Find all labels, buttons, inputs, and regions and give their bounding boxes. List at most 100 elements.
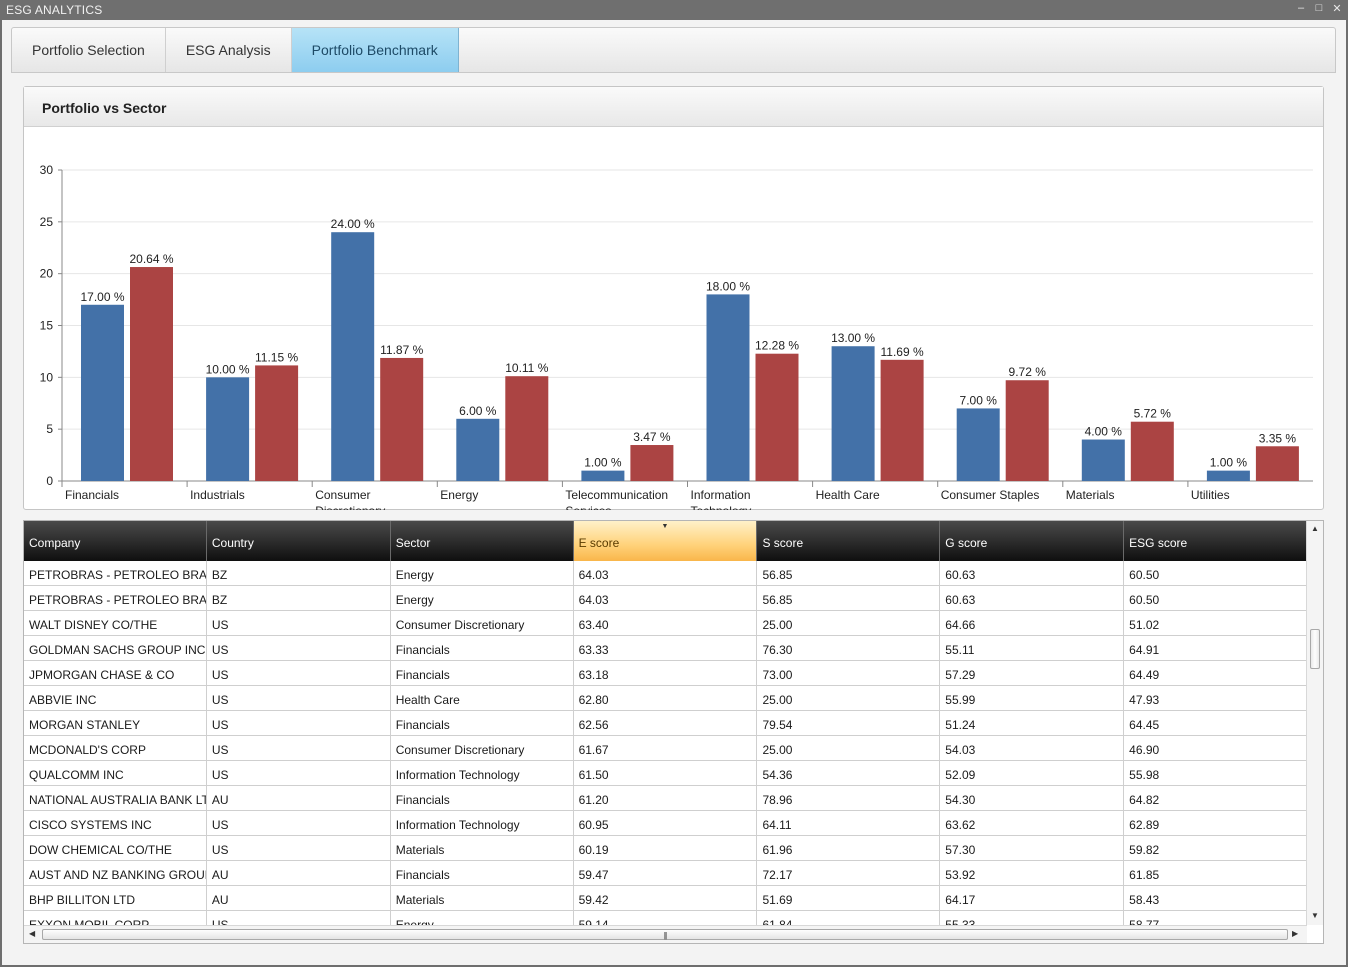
bar-data-label: 9.72 % — [1009, 365, 1047, 379]
table-row[interactable]: ABBVIE INC US Health Care 62.80 25.00 55.99 47… — [24, 686, 1307, 711]
cell-country: US — [207, 736, 391, 761]
cell-company: JPMORGAN CHASE & CO — [24, 661, 207, 686]
close-icon[interactable]: ✕ — [1332, 3, 1342, 15]
cell-country: AU — [207, 886, 391, 911]
scroll-up-icon[interactable]: ▲ — [1311, 524, 1319, 533]
cell-sector: Information Technology — [391, 761, 574, 786]
bar[interactable] — [255, 365, 299, 481]
scroll-left-icon[interactable]: ◀ — [29, 929, 36, 938]
cell-s-score: 61.96 — [757, 836, 941, 861]
bar[interactable] — [1255, 446, 1299, 481]
cell-sector: Information Technology — [391, 811, 574, 836]
column-header-g-score[interactable]: G score — [940, 521, 1125, 561]
cell-s-score: 51.69 — [757, 886, 941, 911]
table-row[interactable]: GOLDMAN SACHS GROUP INC US Financials 63.33… — [24, 636, 1307, 661]
bar[interactable] — [1081, 439, 1125, 481]
bar[interactable] — [1130, 421, 1174, 481]
table-row[interactable]: MORGAN STANLEY US Financials 62.56 79.54 51.2… — [24, 711, 1307, 736]
x-tick-label: Consumer Staples — [941, 488, 1040, 502]
bar[interactable] — [331, 232, 375, 481]
bar-data-label: 7.00 % — [960, 393, 998, 407]
bar-data-label: 11.87 % — [380, 343, 423, 357]
cell-g-score: 63.62 — [940, 811, 1125, 836]
column-header-e-score[interactable]: E score ▼ — [573, 521, 758, 561]
tab-esg-analysis[interactable]: ESG Analysis — [166, 28, 292, 72]
table-row[interactable]: QUALCOMM INC US Information Technology 61.5… — [24, 761, 1307, 786]
bar[interactable] — [956, 408, 1000, 481]
cell-sector: Financials — [391, 786, 574, 811]
scroll-right-icon[interactable]: ▶ — [1292, 929, 1299, 938]
cell-s-score: 64.11 — [757, 811, 941, 836]
table-row[interactable]: PETROBRAS - PETROLEO BRAS-PRBZEnergy64.0… — [24, 586, 1307, 611]
table-row[interactable]: BHP BILLITON LTD AU Materials 59.42 51.69 64.… — [24, 886, 1307, 911]
bar-data-label: 1.00 % — [1210, 456, 1248, 470]
table-row[interactable]: AUST AND NZ BANKING GROUP AU Financials 59.… — [24, 861, 1307, 886]
bar[interactable] — [1206, 470, 1250, 481]
column-header-esg-score[interactable]: ESG score — [1124, 521, 1308, 561]
window-controls: – □ ✕ — [1296, 2, 1342, 15]
horizontal-scroll-thumb[interactable]: ||| — [42, 929, 1288, 940]
cell-s-score: 78.96 — [757, 786, 941, 811]
cell-company: QUALCOMM INC — [24, 761, 207, 786]
column-header-sector[interactable]: Sector — [391, 521, 574, 561]
bar[interactable] — [581, 470, 625, 481]
bar[interactable] — [456, 418, 500, 481]
table-row[interactable]: PETROBRAS - PETROLEO BRAS BZ Energy 64.03 56… — [24, 561, 1307, 586]
bar[interactable] — [831, 346, 875, 481]
bar[interactable] — [630, 445, 674, 481]
bar[interactable] — [1005, 380, 1049, 481]
table-row[interactable]: CISCO SYSTEMS INC US Information Technolog… — [24, 811, 1307, 836]
maximize-icon[interactable]: □ — [1315, 2, 1323, 14]
bar[interactable] — [706, 294, 750, 481]
vertical-scrollbar[interactable]: ▲ ▼ — [1306, 521, 1323, 925]
column-header-label: Company — [29, 536, 81, 550]
cell-e-score: 62.56 — [574, 711, 758, 736]
table-row[interactable]: WALT DISNEY CO/THE US Consumer Discretiona… — [24, 611, 1307, 636]
table-row[interactable]: MCDONALD'S CORP US Consumer Discretionary 6… — [24, 736, 1307, 761]
table-row[interactable]: JPMORGAN CHASE & CO US Financials 63.18 73.0… — [24, 661, 1307, 686]
cell-country: US — [207, 661, 391, 686]
table-row[interactable]: EXXON MOBIL CORP US Energy 59.14 61.84 55.33 5… — [24, 911, 1307, 925]
bar-data-label: 6.00 % — [459, 404, 497, 418]
bar[interactable] — [81, 304, 124, 481]
cell-e-score: 61.20 — [574, 786, 758, 811]
bar-data-label: 20.64 % — [129, 252, 173, 266]
tab-portfolio-selection[interactable]: Portfolio Selection — [12, 28, 166, 72]
column-header-s-score[interactable]: S score — [757, 521, 941, 561]
cell-e-score: 63.40 — [574, 611, 758, 636]
cell-esg-score: 64.49 — [1124, 661, 1307, 686]
cell-e-score: 64.03 — [574, 561, 758, 586]
bar-data-label: 10.00 % — [206, 362, 250, 376]
cell-esg-score: 64.91 — [1124, 636, 1307, 661]
cell-esg-score: 60.50 — [1124, 561, 1307, 586]
bar[interactable] — [755, 353, 799, 481]
cell-e-score: 60.95 — [574, 811, 758, 836]
x-tick-label: Materials — [1066, 488, 1115, 502]
tab-portfolio-benchmark[interactable]: Portfolio Benchmark — [291, 28, 459, 72]
table-row[interactable]: DOW CHEMICAL CO/THE US Materials 60.19 61.96… — [24, 836, 1307, 861]
column-header-country[interactable]: Country — [207, 521, 391, 561]
vertical-scroll-thumb[interactable] — [1310, 629, 1320, 669]
table-row[interactable]: NATIONAL AUSTRALIA BANK LTD AU Financials 6… — [24, 786, 1307, 811]
minimize-icon[interactable]: – — [1297, 2, 1305, 14]
bar[interactable] — [505, 376, 549, 481]
cell-esg-score: 64.45 — [1124, 711, 1307, 736]
cell-country: US — [207, 711, 391, 736]
column-header-company[interactable]: Company — [24, 521, 207, 561]
x-tick-label: Discretionary — [315, 504, 385, 510]
cell-esg-score: 58.43 — [1124, 886, 1307, 911]
horizontal-scrollbar[interactable]: ◀ ||| ▶ — [24, 925, 1307, 943]
cell-company: DOW CHEMICAL CO/THE — [24, 836, 207, 861]
x-tick-label: Telecommunication — [565, 488, 668, 502]
bar[interactable] — [380, 357, 424, 481]
scroll-down-icon[interactable]: ▼ — [1311, 911, 1319, 920]
cell-e-score: 64.03 — [574, 586, 758, 611]
column-header-label: S score — [762, 536, 804, 550]
cell-g-score: 57.29 — [940, 661, 1125, 686]
bar[interactable] — [880, 359, 924, 481]
cell-company: NATIONAL AUSTRALIA BANK LTD — [24, 786, 207, 811]
bar[interactable] — [206, 377, 250, 481]
cell-g-score: 64.66 — [940, 611, 1125, 636]
bar[interactable] — [130, 267, 173, 481]
cell-s-score: 76.30 — [757, 636, 941, 661]
